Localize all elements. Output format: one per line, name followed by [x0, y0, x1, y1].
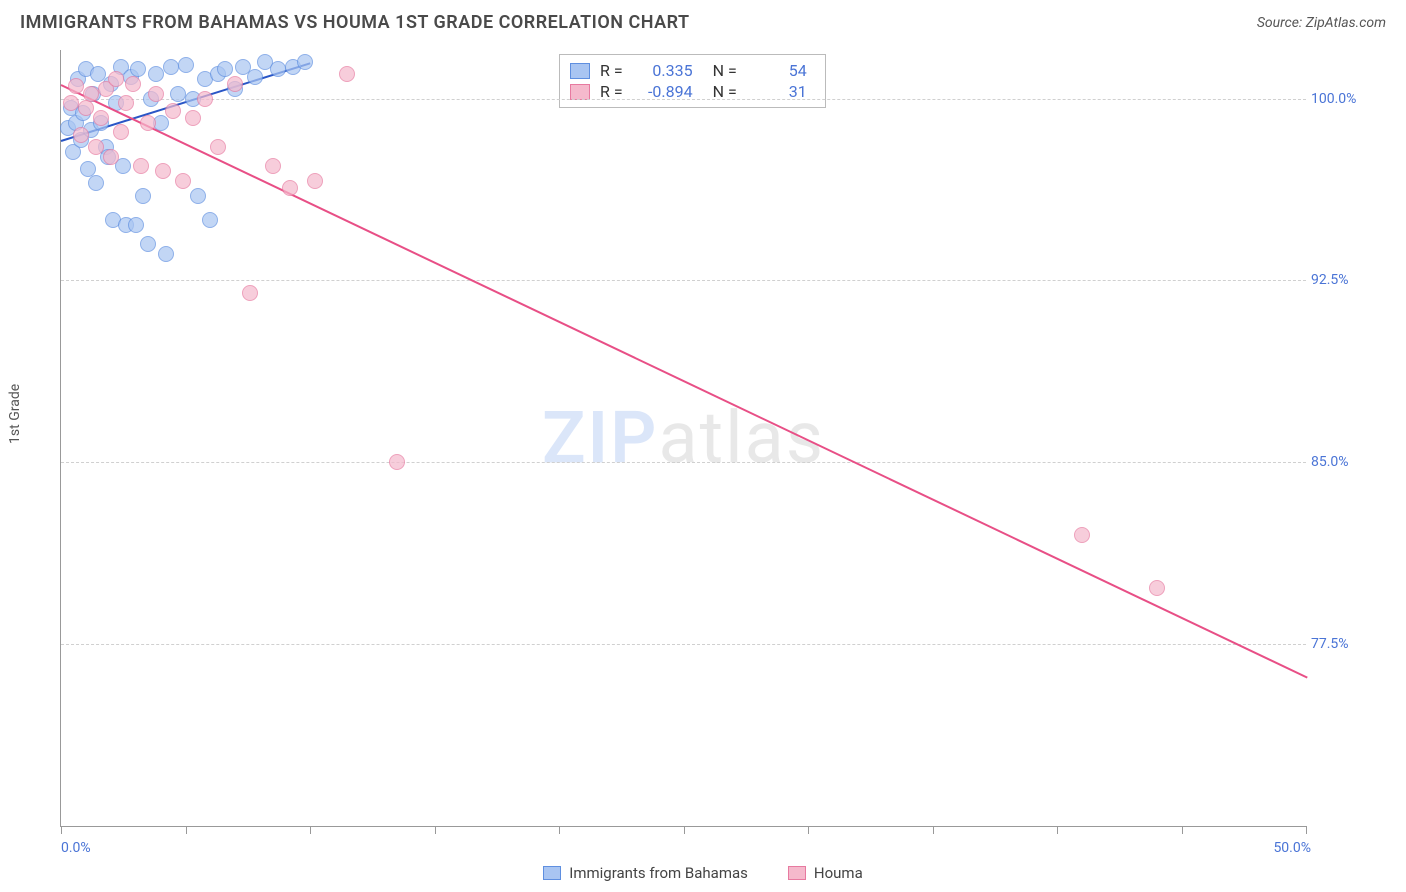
data-point [210, 139, 226, 155]
x-tick-label: 0.0% [61, 840, 91, 856]
data-point [88, 175, 104, 191]
data-point [125, 76, 141, 92]
trend-line [61, 84, 1308, 678]
n-value: 54 [747, 61, 807, 80]
x-tick [310, 826, 311, 834]
y-tick-label: 77.5% [1311, 636, 1381, 652]
gridline [61, 644, 1306, 645]
legend-swatch [570, 63, 590, 79]
data-point [133, 158, 149, 174]
data-point [185, 110, 201, 126]
y-tick-label: 92.5% [1311, 272, 1381, 288]
data-point [148, 66, 164, 82]
x-tick [61, 826, 62, 834]
r-label: R = [600, 61, 623, 80]
data-point [155, 163, 171, 179]
legend-swatch [543, 866, 561, 880]
legend-label: Immigrants from Bahamas [569, 864, 748, 882]
data-point [178, 57, 194, 73]
plot-area: ZIPatlas R =0.335N =54R =-0.894N =31 100… [60, 50, 1306, 827]
data-point [190, 188, 206, 204]
data-point [270, 61, 286, 77]
gridline [61, 280, 1306, 281]
n-label: N = [713, 61, 737, 80]
r-value: 0.335 [633, 61, 693, 80]
correlation-legend: R =0.335N =54R =-0.894N =31 [559, 54, 826, 108]
data-point [83, 86, 99, 102]
y-tick-label: 100.0% [1311, 91, 1381, 107]
data-point [165, 103, 181, 119]
chart-container: 1st Grade ZIPatlas R =0.335N =54R =-0.89… [20, 50, 1386, 882]
correlation-row: R = 0.335 N = 54 [570, 61, 807, 80]
data-point [140, 236, 156, 252]
data-point [1149, 580, 1165, 596]
data-point [297, 54, 313, 70]
data-point [140, 115, 156, 131]
data-point [339, 66, 355, 82]
data-point [197, 91, 213, 107]
data-point [73, 127, 89, 143]
legend-label: Houma [814, 864, 863, 882]
legend-item: Houma [788, 864, 863, 882]
data-point [63, 95, 79, 111]
x-tick [933, 826, 934, 834]
data-point [78, 100, 94, 116]
x-tick [684, 826, 685, 834]
data-point [307, 173, 323, 189]
data-point [217, 61, 233, 77]
watermark: ZIPatlas [542, 396, 825, 481]
data-point [103, 149, 119, 165]
legend-swatch [788, 866, 806, 880]
y-axis-label: 1st Grade [7, 384, 23, 444]
data-point [1074, 527, 1090, 543]
series-legend: Immigrants from Bahamas Houma [20, 864, 1386, 882]
data-point [247, 69, 263, 85]
x-tick [1182, 826, 1183, 834]
data-point [148, 86, 164, 102]
data-point [93, 110, 109, 126]
x-tick [1306, 826, 1307, 834]
data-point [170, 86, 186, 102]
data-point [135, 188, 151, 204]
data-point [202, 212, 218, 228]
data-point [227, 76, 243, 92]
x-tick [808, 826, 809, 834]
data-point [88, 139, 104, 155]
data-point [128, 217, 144, 233]
chart-title: IMMIGRANTS FROM BAHAMAS VS HOUMA 1ST GRA… [20, 12, 690, 33]
data-point [113, 124, 129, 140]
data-point [175, 173, 191, 189]
y-tick-label: 85.0% [1311, 454, 1381, 470]
data-point [242, 285, 258, 301]
gridline [61, 462, 1306, 463]
legend-item: Immigrants from Bahamas [543, 864, 748, 882]
x-tick [435, 826, 436, 834]
legend-swatch [570, 84, 590, 100]
x-tick-label: 50.0% [1273, 840, 1311, 856]
source-label: Source: ZipAtlas.com [1257, 15, 1386, 31]
data-point [265, 158, 281, 174]
data-point [163, 59, 179, 75]
data-point [282, 180, 298, 196]
x-tick [1057, 826, 1058, 834]
x-tick [559, 826, 560, 834]
data-point [68, 78, 84, 94]
data-point [118, 95, 134, 111]
data-point [108, 71, 124, 87]
gridline [61, 99, 1306, 100]
data-point [389, 454, 405, 470]
data-point [158, 246, 174, 262]
x-tick [186, 826, 187, 834]
data-point [80, 161, 96, 177]
